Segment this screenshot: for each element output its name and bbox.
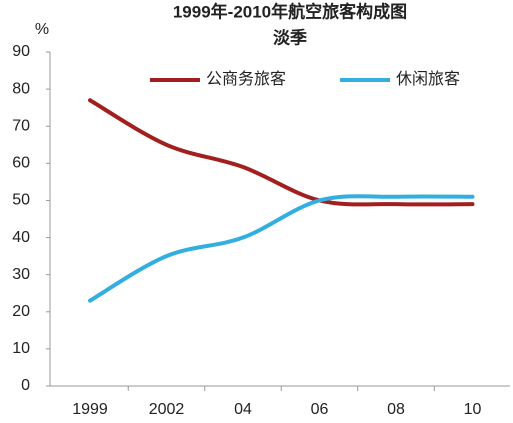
series-line xyxy=(88,98,475,207)
x-tick-label: 2002 xyxy=(149,401,185,418)
y-tick-label: 70 xyxy=(12,117,30,134)
legend-label: 公商务旅客 xyxy=(206,70,286,88)
y-tick-label: 50 xyxy=(12,192,30,209)
series-line xyxy=(88,194,475,303)
y-tick-label: 80 xyxy=(12,80,30,97)
x-tick-label: 1999 xyxy=(72,401,108,418)
y-axis-label: % xyxy=(35,21,49,38)
x-tick-label: 04 xyxy=(234,401,252,418)
chart-subtitle: 淡季 xyxy=(273,27,307,47)
y-tick-label: 30 xyxy=(12,266,30,283)
y-tick-label: 60 xyxy=(12,155,30,172)
x-tick-label: 06 xyxy=(311,401,329,418)
y-tick-label: 90 xyxy=(12,43,30,60)
y-tick-label: 0 xyxy=(21,377,30,394)
y-tick-label: 20 xyxy=(12,303,30,320)
legend-label: 休闲旅客 xyxy=(396,70,460,88)
x-tick-label: 08 xyxy=(387,401,405,418)
chart-title: 1999年-2010年航空旅客构成图 xyxy=(173,1,407,21)
y-tick-label: 10 xyxy=(12,340,30,357)
x-tick-label: 10 xyxy=(464,401,482,418)
y-tick-label: 40 xyxy=(12,229,30,246)
